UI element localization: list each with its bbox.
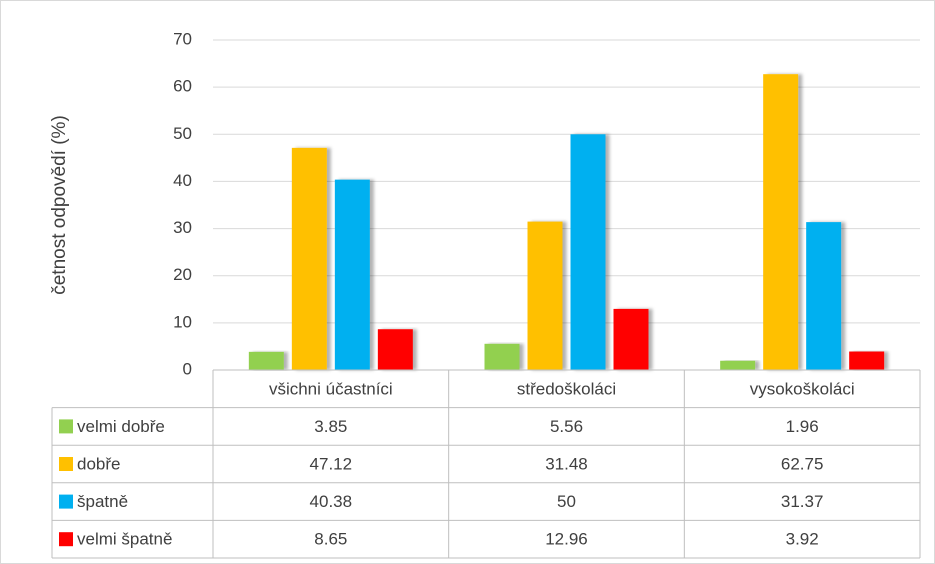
y-axis-title: četnost odpovědí (%) [49,115,70,295]
bar [570,134,606,370]
table-value: 40.38 [310,492,353,511]
y-tick-label: 40 [173,171,192,190]
legend-label: velmi špatně [77,530,172,549]
bar [527,221,563,370]
legend-swatch [59,494,73,509]
y-tick-label: 20 [173,265,192,284]
table-value: 3.85 [314,417,347,436]
x-tick-label: všichni účastníci [269,379,393,398]
bar [291,147,327,370]
bar [248,351,284,370]
table-value: 12.96 [545,530,588,549]
bar [849,351,885,370]
legend-swatch [59,457,73,471]
table-value: 31.37 [781,492,824,511]
legend-label: dobře [77,454,120,473]
y-tick-label: 30 [173,218,192,237]
y-tick-label: 60 [173,77,192,96]
table-value: 62.75 [781,454,824,473]
y-tick-label: 70 [173,29,192,48]
table-value: 3.92 [786,530,819,549]
table-value: 47.12 [310,454,353,473]
legend-swatch [59,419,73,434]
table-value: 31.48 [545,454,588,473]
bar [613,308,649,370]
table-value: 8.65 [314,530,347,549]
bar [377,329,413,370]
legend-label: špatně [77,492,128,511]
x-tick-label: středoškoláci [517,379,616,398]
bar [720,360,756,370]
bar [334,179,370,370]
table-value: 50 [557,492,576,511]
legend-label: velmi dobře [77,417,165,436]
legend-swatch [59,532,73,547]
bar [806,222,842,370]
table-value: 5.56 [550,417,583,436]
y-tick-label: 10 [173,312,192,331]
table-value: 1.96 [786,417,819,436]
bar [484,343,520,370]
bar [763,74,799,370]
x-tick-label: vysokoškoláci [750,379,855,398]
y-tick-label: 50 [173,124,192,143]
y-tick-label: 0 [183,359,192,378]
